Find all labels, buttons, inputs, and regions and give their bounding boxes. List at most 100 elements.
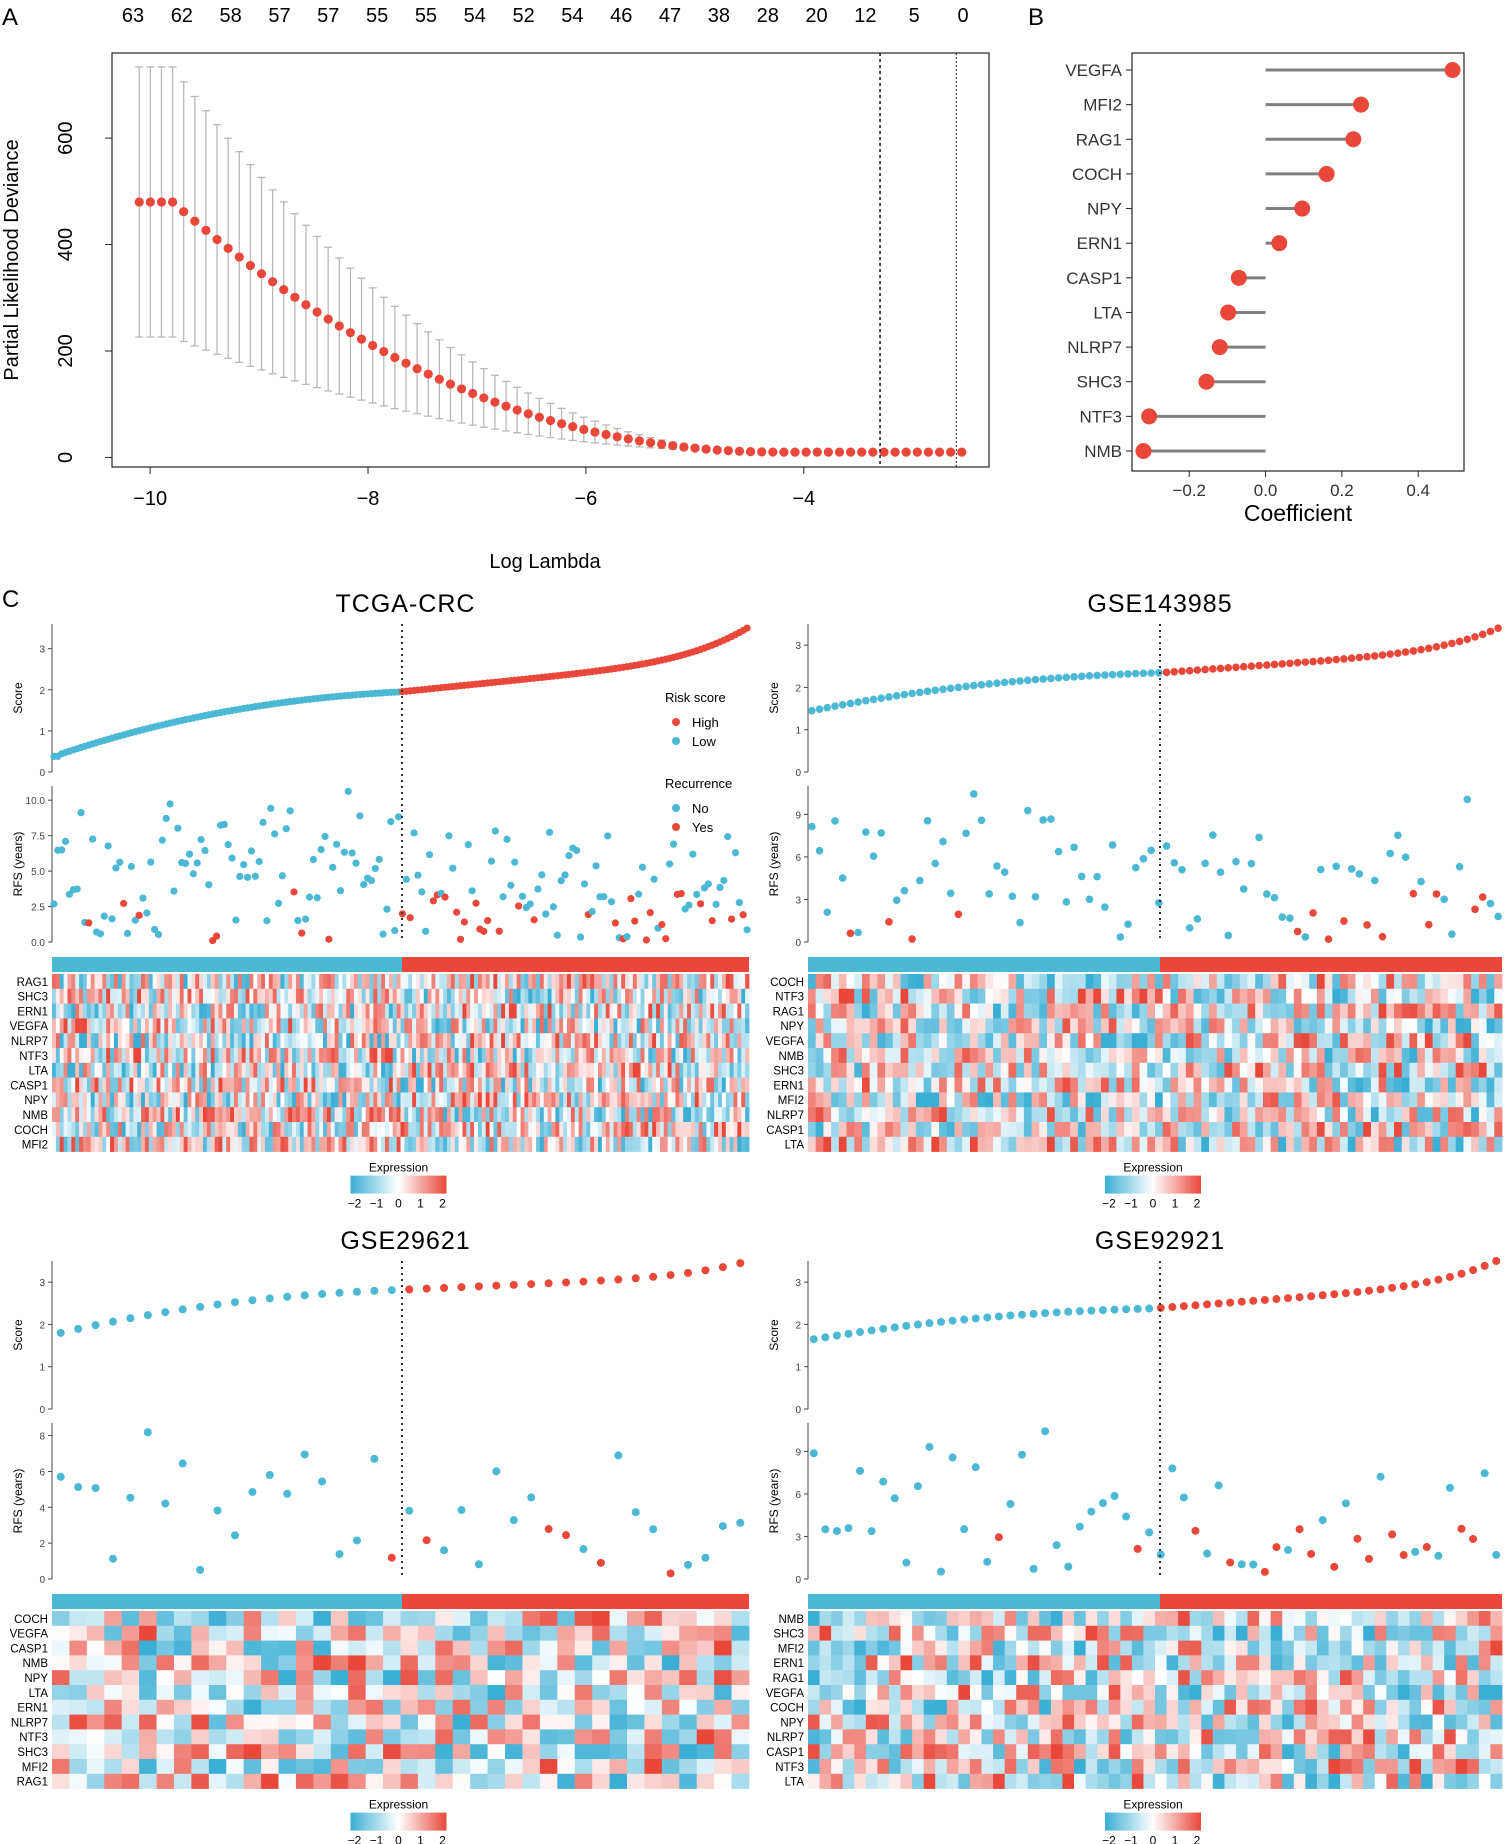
heatmap-cell: [67, 1062, 72, 1078]
heatmap-cell: [86, 1655, 105, 1671]
score-point: [939, 685, 947, 694]
rfs-point: [1340, 917, 1348, 925]
rfs-point: [305, 893, 314, 901]
cohort-title: TCGA-CRC: [336, 590, 476, 618]
heatmap-cell: [253, 988, 258, 1004]
rfs-point: [100, 912, 108, 920]
heatmap-cell: [125, 1048, 130, 1064]
heatmap-cell: [148, 1092, 154, 1108]
rfs-point: [666, 860, 674, 868]
heatmap-cell: [1332, 1062, 1341, 1078]
heatmap-cell: [230, 974, 235, 990]
heatmap-cell: [597, 1136, 603, 1152]
coefficient-point: [1444, 62, 1461, 78]
rfs-point: [600, 892, 608, 901]
heatmap-cell: [555, 1003, 560, 1019]
heatmap-cell: [661, 1670, 680, 1686]
heatmap-cell: [474, 1107, 479, 1123]
heatmap-cell: [663, 988, 669, 1004]
heatmap-cell: [417, 1699, 436, 1715]
heatmap-cell: [605, 1048, 610, 1064]
heatmap-cell: [137, 1077, 142, 1093]
heatmap-cell: [908, 974, 917, 990]
heatmap-cell: [199, 988, 204, 1004]
heatmap-cell: [1478, 1003, 1487, 1019]
heatmap-cell: [214, 1018, 219, 1034]
heatmap-cell: [1478, 1136, 1487, 1152]
heatmap-cell: [94, 1062, 99, 1078]
heatmap-cell: [741, 1062, 746, 1078]
heatmap-cell: [113, 1136, 119, 1152]
heatmap-cell: [450, 1122, 456, 1138]
heatmap-cell: [702, 1033, 707, 1049]
heatmap-cell: [276, 1048, 281, 1064]
heatmap-cell: [939, 1092, 948, 1108]
rfs-tick-label: 6: [795, 853, 801, 864]
heatmap-cell: [861, 1033, 871, 1049]
rfs-point: [1124, 920, 1132, 929]
heatmap-cell: [954, 1077, 963, 1093]
heatmap-cell: [613, 1107, 618, 1123]
legend-yes-swatch: [672, 823, 680, 831]
heatmap-cell: [191, 1018, 196, 1034]
rfs-point: [1133, 1544, 1142, 1553]
heatmap-cell: [485, 1136, 490, 1152]
heatmap-cell: [1162, 1077, 1171, 1093]
heatmap-cell: [346, 1048, 351, 1064]
heatmap-cell: [245, 988, 250, 1004]
heatmap-cell: [365, 1077, 370, 1093]
heatmap-cell: [1293, 1136, 1302, 1152]
score-point: [908, 689, 916, 698]
heatmap-cell: [470, 1759, 489, 1775]
heatmap-cell: [1239, 988, 1248, 1004]
heatmap-cell: [152, 1107, 157, 1123]
heatmap-cell: [295, 1744, 314, 1760]
heatmap-cell: [969, 1077, 979, 1093]
heatmap-cell: [908, 988, 917, 1004]
heatmap-cell: [528, 988, 533, 1004]
heatmap-cell: [1370, 1003, 1380, 1019]
heatmap-cell: [237, 1033, 243, 1049]
score-point: [1054, 674, 1063, 682]
heatmap-gene-label: LTA: [29, 1066, 49, 1078]
heatmap-cell: [1301, 1136, 1310, 1152]
deviance-point: [701, 444, 711, 454]
heatmap-cell: [396, 988, 401, 1004]
heatmap-cell: [415, 974, 421, 990]
rfs-point: [414, 871, 422, 879]
heatmap-cell: [508, 1062, 514, 1078]
heatmap-cell: [110, 1136, 115, 1152]
score-point: [1432, 642, 1441, 651]
heatmap-cell: [342, 974, 347, 990]
heatmap-cell: [86, 1759, 105, 1775]
heatmap-cell: [1039, 1077, 1048, 1093]
heatmap-cell: [106, 988, 111, 1004]
heatmap-cell: [1216, 988, 1225, 1004]
heatmap-cell: [1031, 1092, 1040, 1108]
heatmap-cell: [539, 1670, 558, 1686]
rfs-point: [1145, 1528, 1154, 1537]
heatmap-cell: [1293, 1107, 1302, 1123]
heatmap-cell: [652, 1136, 657, 1152]
heatmap-cell: [330, 988, 336, 1004]
rfs-point: [74, 1483, 83, 1492]
heatmap-cell: [311, 1062, 316, 1078]
heatmap-cell: [346, 1062, 351, 1078]
rfs-point: [464, 841, 472, 849]
heatmap-cell: [570, 1077, 576, 1093]
heatmap-cell: [1432, 1077, 1441, 1093]
heatmap-cell: [98, 988, 103, 1004]
heatmap-cell: [636, 1003, 641, 1019]
heatmap-cell: [125, 1136, 130, 1152]
heatmap-cell: [679, 1092, 684, 1108]
heatmap-cell: [218, 988, 223, 1004]
heatmap-cell: [838, 1107, 847, 1123]
heatmap-cell: [605, 974, 610, 990]
heatmap-cell: [808, 1048, 817, 1064]
heatmap-cell: [1370, 1077, 1380, 1093]
heatmap-cell: [156, 1714, 175, 1730]
heatmap-cell: [419, 1136, 425, 1152]
heatmap-cell: [261, 1625, 279, 1641]
heatmap-cell: [702, 1062, 707, 1078]
heatmap-cell: [1486, 1136, 1495, 1152]
